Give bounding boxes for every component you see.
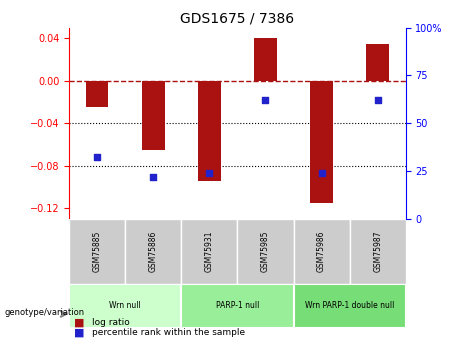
Text: PARP-1 null: PARP-1 null — [216, 302, 259, 310]
FancyBboxPatch shape — [237, 219, 294, 284]
Text: genotype/variation: genotype/variation — [5, 308, 85, 317]
FancyBboxPatch shape — [69, 284, 181, 328]
Point — [149, 174, 157, 179]
Point — [318, 170, 325, 176]
Bar — [310, 81, 333, 203]
Text: GSM75886: GSM75886 — [149, 231, 158, 272]
Bar — [254, 38, 277, 81]
Text: GSM75885: GSM75885 — [93, 231, 102, 272]
Text: GSM75931: GSM75931 — [205, 230, 214, 272]
Text: ■: ■ — [74, 328, 84, 338]
Point — [262, 97, 269, 103]
FancyBboxPatch shape — [181, 219, 237, 284]
Text: GSM75987: GSM75987 — [373, 230, 382, 272]
Text: Wrn PARP-1 double null: Wrn PARP-1 double null — [305, 302, 394, 310]
Text: percentile rank within the sample: percentile rank within the sample — [92, 328, 245, 337]
Text: ■: ■ — [74, 318, 84, 327]
Text: GSM75985: GSM75985 — [261, 230, 270, 272]
Bar — [366, 43, 389, 81]
FancyBboxPatch shape — [349, 219, 406, 284]
Title: GDS1675 / 7386: GDS1675 / 7386 — [180, 11, 295, 25]
Bar — [142, 81, 165, 150]
Text: GSM75986: GSM75986 — [317, 230, 326, 272]
FancyBboxPatch shape — [69, 219, 125, 284]
FancyBboxPatch shape — [125, 219, 181, 284]
FancyBboxPatch shape — [181, 284, 294, 328]
FancyBboxPatch shape — [294, 219, 349, 284]
Point — [206, 170, 213, 176]
FancyBboxPatch shape — [294, 284, 406, 328]
Point — [94, 155, 101, 160]
Text: Wrn null: Wrn null — [109, 302, 141, 310]
Bar — [86, 81, 108, 107]
Bar — [198, 81, 220, 181]
Text: log ratio: log ratio — [92, 318, 130, 327]
Point — [374, 97, 381, 103]
